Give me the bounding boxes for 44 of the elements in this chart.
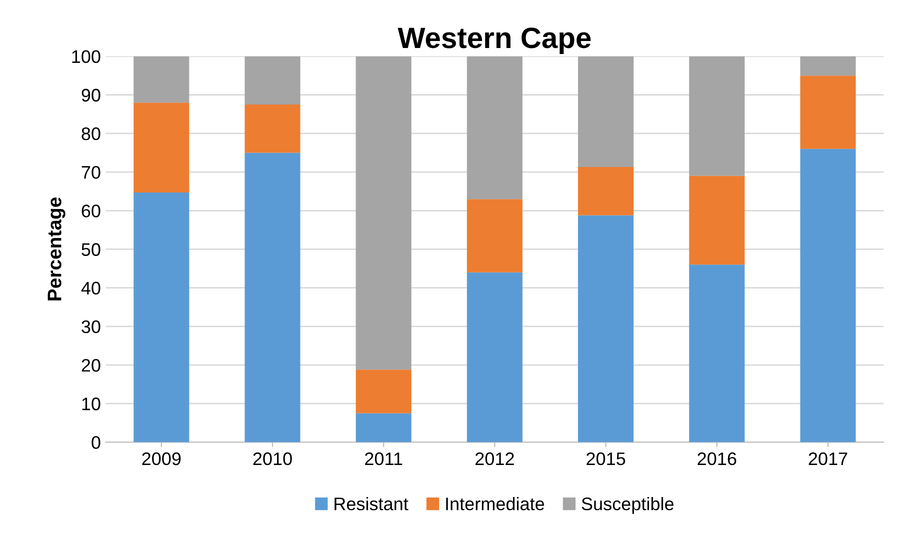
bar — [466, 56, 522, 200]
bar — [800, 76, 856, 149]
legend-label: Intermediate — [446, 497, 544, 510]
bar — [134, 56, 190, 103]
y-tick-label: 90 — [82, 88, 100, 102]
bar — [466, 272, 522, 442]
bar — [356, 370, 412, 414]
x-tick-label: 2011 — [365, 452, 402, 466]
bar — [134, 102, 190, 193]
x-tick-label: 2012 — [476, 452, 514, 466]
y-tick-label: 60 — [82, 204, 100, 218]
bar — [356, 56, 412, 370]
y-tick-label: 50 — [82, 243, 100, 256]
y-tick-label: 20 — [82, 358, 100, 372]
bar — [689, 176, 745, 265]
bar — [244, 104, 300, 153]
y-tick-label: 0 — [92, 436, 100, 449]
x-tick-label: 2010 — [253, 452, 292, 466]
bar — [578, 215, 634, 442]
x-tick-label: 2015 — [586, 452, 626, 466]
bar — [578, 56, 634, 168]
bar — [689, 264, 745, 442]
y-tick-label: 30 — [82, 320, 100, 334]
y-tick-label: 70 — [82, 166, 100, 179]
bar — [466, 199, 522, 272]
bar — [244, 56, 300, 105]
bar — [134, 192, 190, 442]
y-tick-label: 80 — [82, 127, 100, 140]
legend-label: Resistant — [334, 497, 408, 510]
bar — [244, 152, 300, 442]
y-tick-label: 10 — [82, 398, 100, 410]
bar — [689, 56, 745, 176]
bar — [800, 148, 856, 442]
chart-title: Western Cape — [398, 28, 591, 54]
bar — [578, 167, 634, 216]
y-tick-label: 40 — [81, 282, 100, 295]
x-tick-label: 2017 — [808, 452, 848, 466]
y-axis-title: Percentage — [48, 197, 66, 300]
y-tick-label: 100 — [72, 50, 100, 63]
bar — [356, 413, 412, 442]
x-tick-label: 2016 — [698, 452, 736, 466]
bar — [800, 56, 856, 76]
x-tick-label: 2009 — [142, 452, 181, 466]
legend-label: Susceptible — [582, 497, 674, 514]
